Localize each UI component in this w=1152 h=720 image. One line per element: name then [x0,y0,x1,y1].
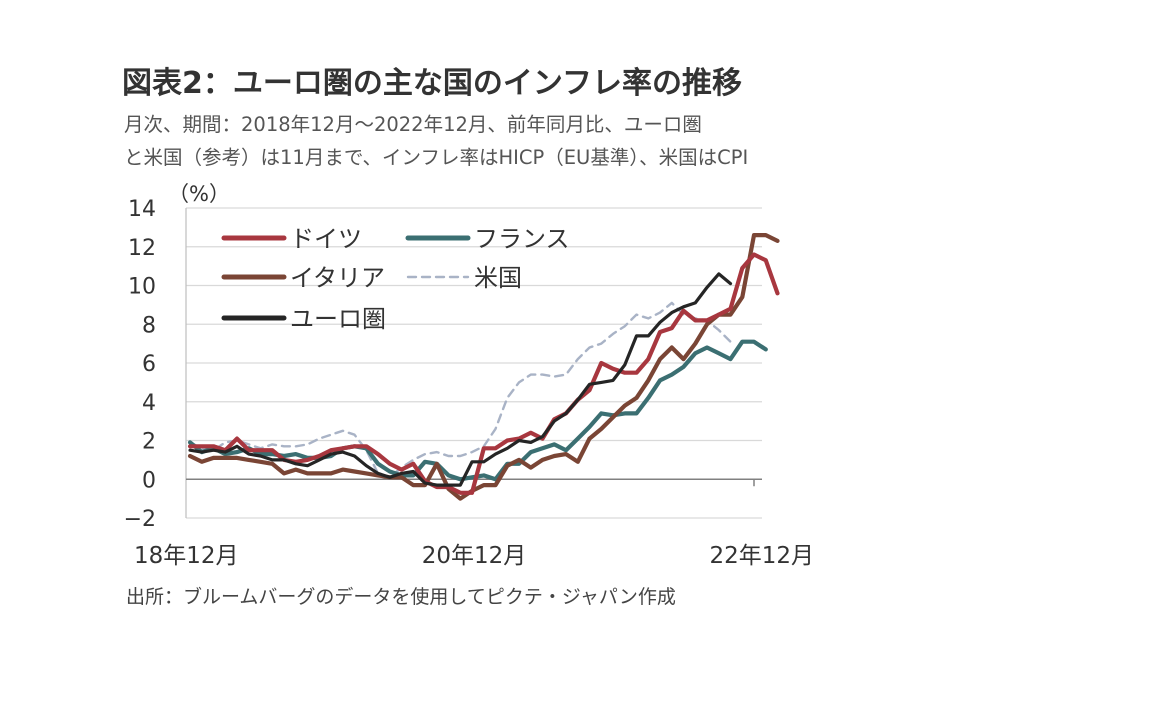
x-tick-label: 18年12月 [134,543,239,569]
legend-label: イタリア [290,264,385,292]
source-note: 出所：ブルームバーグのデータを使用してピクテ・ジャパン作成 [126,586,676,608]
series-line-4 [188,272,733,487]
x-tick-label: 22年12月 [709,543,814,569]
legend-label: ユーロ圏 [290,305,386,333]
subtitle-line-1: 月次、期間：2018年12月～2022年12月、前年同月比、ユーロ圏 [124,113,702,136]
y-tick-label: 4 [142,391,156,416]
y-tick-label: −2 [124,507,156,532]
series-line-2 [187,233,780,501]
subtitle-line-2: と米国（参考）は11月まで、インフレ率はHICP（EU基準）、米国はCPI [124,146,749,169]
y-tick-label: 6 [142,352,156,377]
x-tick-label: 20年12月 [422,543,527,569]
y-tick-label: 12 [128,236,156,261]
y-tick-label: 14 [128,197,156,222]
chart-subtitle: 月次、期間：2018年12月～2022年12月、前年同月比、ユーロ圏 と米国（参… [124,108,748,174]
y-tick-label: 10 [128,275,156,300]
y-tick-label: 0 [142,468,156,493]
legend-label: 米国 [474,264,522,292]
y-tick-label: 2 [142,430,156,455]
y-tick-label: 8 [142,313,156,338]
series-line-3 [188,301,732,479]
legend-label: ドイツ [290,225,362,253]
chart-title: 図表2：ユーロ圏の主な国のインフレ率の推移 [122,66,742,101]
y-axis-unit-label: （%） [168,182,230,206]
legend-label: フランス [474,225,570,253]
